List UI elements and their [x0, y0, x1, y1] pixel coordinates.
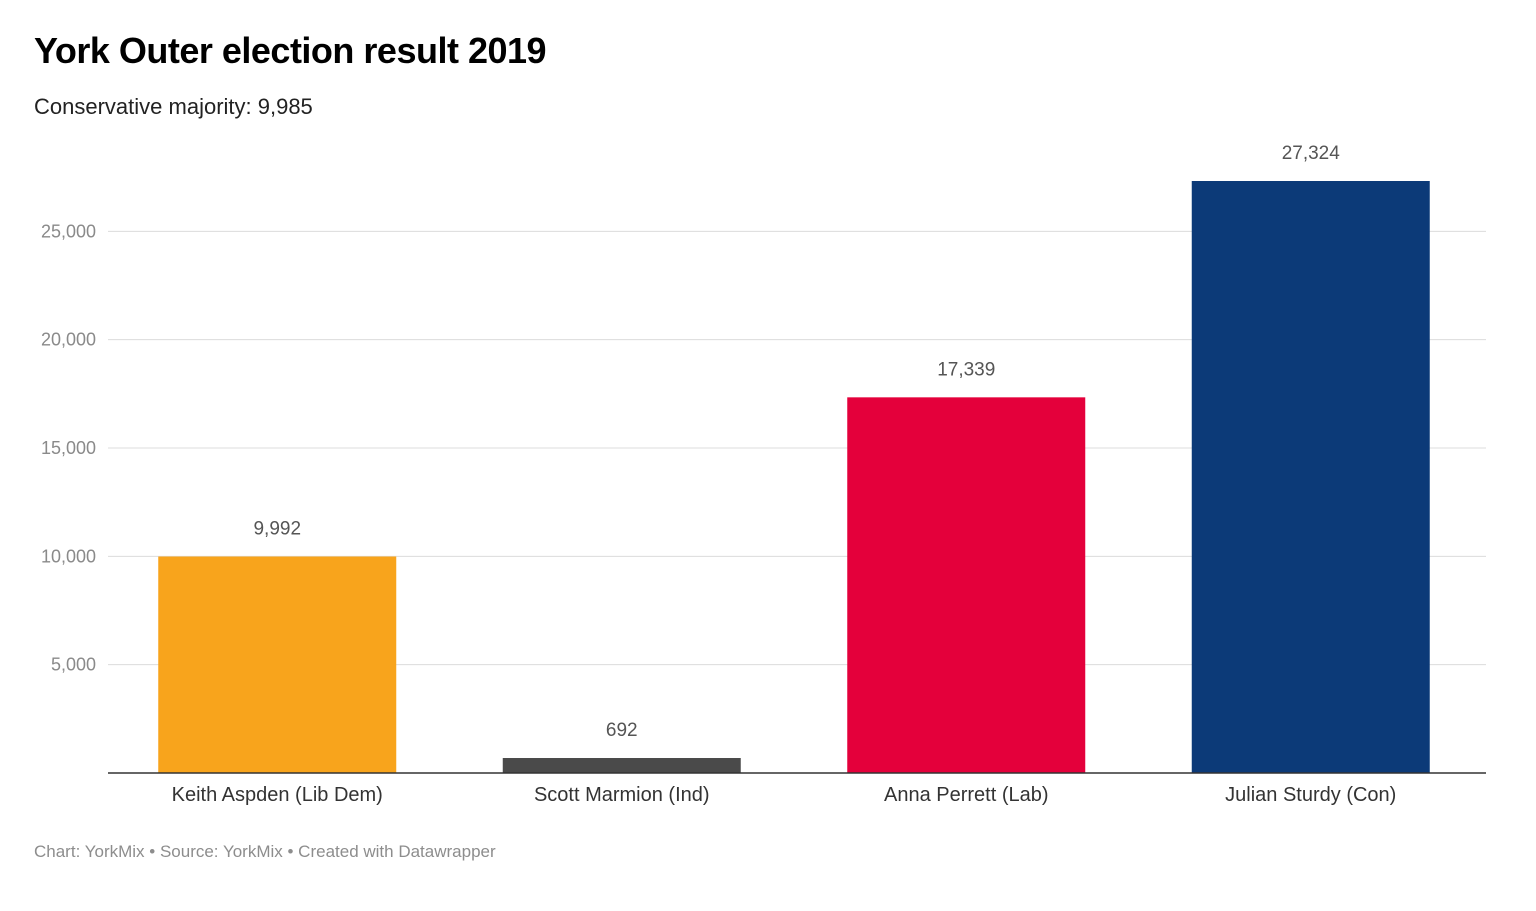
y-tick-label: 25,000	[41, 221, 96, 241]
bar	[1191, 181, 1430, 773]
x-category-label: Julian Sturdy (Con)	[1225, 784, 1396, 806]
bar	[502, 758, 741, 773]
bar	[847, 397, 1086, 773]
y-tick-label: 20,000	[41, 330, 96, 350]
bars	[158, 181, 1430, 773]
value-label: 692	[606, 720, 638, 741]
value-label: 17,339	[937, 359, 995, 380]
y-tick-label: 5,000	[51, 655, 96, 675]
y-tick-label: 15,000	[41, 438, 96, 458]
chart-title: York Outer election result 2019	[34, 30, 547, 71]
bar	[158, 556, 397, 773]
labels: 5,000 10,000 15,000 20,000 25,000 9,992 Keith …	[41, 143, 1396, 806]
x-category-label: Keith Aspden (Lib Dem)	[172, 784, 383, 806]
x-category-label: Anna Perrett (Lab)	[884, 784, 1049, 806]
x-category-label: Scott Marmion (Ind)	[534, 784, 710, 806]
value-label: 9,992	[253, 519, 301, 540]
y-tick-label: 10,000	[41, 546, 96, 566]
chart-footer: Chart: YorkMix • Source: YorkMix • Creat…	[34, 842, 496, 861]
value-label: 27,324	[1282, 143, 1341, 164]
chart-subtitle: Conservative majority: 9,985	[34, 94, 313, 119]
